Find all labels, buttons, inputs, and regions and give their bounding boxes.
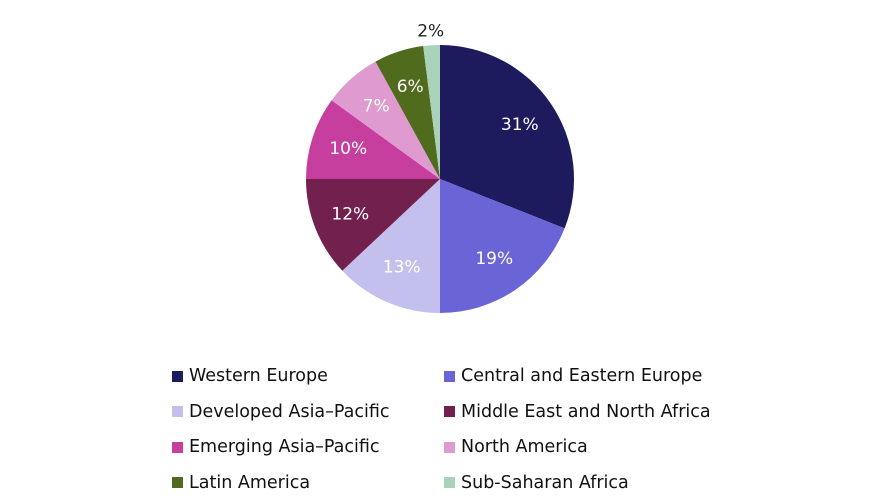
pie-slice-label-north-america: 7% — [363, 97, 390, 117]
legend-item-emerging-asia-pacific: Emerging Asia–Pacific — [172, 433, 444, 461]
pie-slice-north-america — [331, 61, 440, 179]
legend-label: Latin America — [189, 472, 311, 493]
legend-label: Middle East and North Africa — [461, 401, 711, 422]
pie-slice-label-central-and-eastern-europe: 19% — [475, 249, 513, 269]
legend-item-developed-asia-pacific: Developed Asia–Pacific — [172, 398, 444, 426]
pie-plot-area: 31% 19% 13% 12% 10% 7% 6% 2% — [306, 21, 574, 313]
pie-slice-middle-east-and-north-africa — [306, 179, 440, 271]
legend-item-north-america: North America — [444, 433, 744, 461]
pie-slice-western-europe — [440, 45, 574, 229]
legend-item-central-and-eastern-europe: Central and Eastern Europe — [444, 362, 744, 390]
pie-slice-labels: 31% 19% 13% 12% 10% 7% 6% 2% — [329, 21, 538, 277]
legend-label: Western Europe — [189, 366, 328, 386]
pie-slice-central-and-eastern-europe — [440, 179, 565, 313]
pie-slice-label-developed-asia-pacific: 13% — [383, 258, 421, 278]
pie-slice-label-sub-saharan-africa: 2% — [417, 21, 444, 41]
legend-swatch — [172, 477, 183, 488]
legend-swatch — [444, 477, 455, 488]
legend-label: Developed Asia–Pacific — [189, 401, 390, 422]
pie-chart: 31% 19% 13% 12% 10% 7% 6% 2% Western Europe Cent… — [172, 21, 711, 493]
pie-slices — [306, 45, 574, 313]
legend-swatch — [444, 370, 455, 382]
pie-slice-label-emerging-asia-pacific: 10% — [329, 139, 367, 159]
legend-swatch — [444, 441, 455, 453]
legend-label: Sub-Saharan Africa — [461, 472, 629, 493]
legend-label: North America — [461, 437, 588, 457]
legend-item-middle-east-and-north-africa: Middle East and North Africa — [444, 398, 744, 426]
chart-legend: Western Europe Central and Eastern Europe… — [172, 362, 792, 504]
legend-swatch — [172, 370, 183, 382]
pie-slice-latin-america — [375, 46, 440, 180]
legend-label: Central and Eastern Europe — [461, 366, 703, 386]
legend-item-western-europe: Western Europe — [172, 362, 444, 390]
pie-slice-label-western-europe: 31% — [501, 115, 539, 135]
pie-slice-emerging-asia-pacific — [306, 100, 440, 179]
legend-item-sub-saharan-africa: Sub-Saharan Africa — [444, 469, 744, 497]
pie-slice-developed-asia-pacific — [342, 179, 440, 313]
legend-swatch — [444, 406, 455, 417]
pie-slice-label-middle-east-and-north-africa: 12% — [331, 205, 369, 225]
legend-swatch — [172, 441, 183, 453]
pie-slice-label-latin-america: 6% — [397, 77, 424, 97]
legend-item-latin-america: Latin America — [172, 469, 444, 497]
legend-label: Emerging Asia–Pacific — [189, 437, 380, 457]
pie-slice-sub-saharan-africa — [423, 45, 440, 179]
legend-swatch — [172, 406, 183, 417]
